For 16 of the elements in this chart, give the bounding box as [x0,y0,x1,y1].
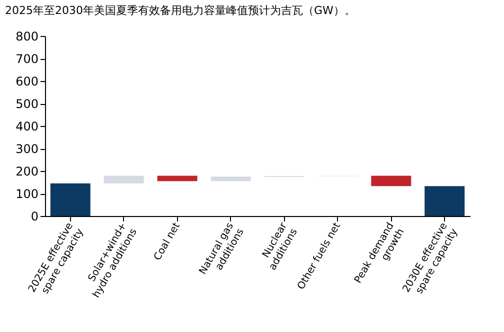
bar [104,176,144,184]
y-tick-label: 400 [16,120,38,134]
chart-title: 2025年至2030年美国夏季有效备用电力容量峰值预计为吉瓦（GW）。 [5,4,356,17]
y-tick-label: 800 [16,30,38,44]
bar [157,176,198,182]
bar [371,176,412,186]
y-tick-label: 700 [16,52,38,66]
bar [50,183,90,216]
y-tick-label: 500 [16,97,38,111]
y-tick-label: 100 [16,187,38,201]
bar [424,186,465,216]
y-tick-label: 200 [16,164,38,178]
y-tick-label: 0 [30,210,38,224]
y-tick-label: 300 [16,142,38,156]
bar [210,176,251,182]
y-tick-label: 600 [16,74,38,88]
